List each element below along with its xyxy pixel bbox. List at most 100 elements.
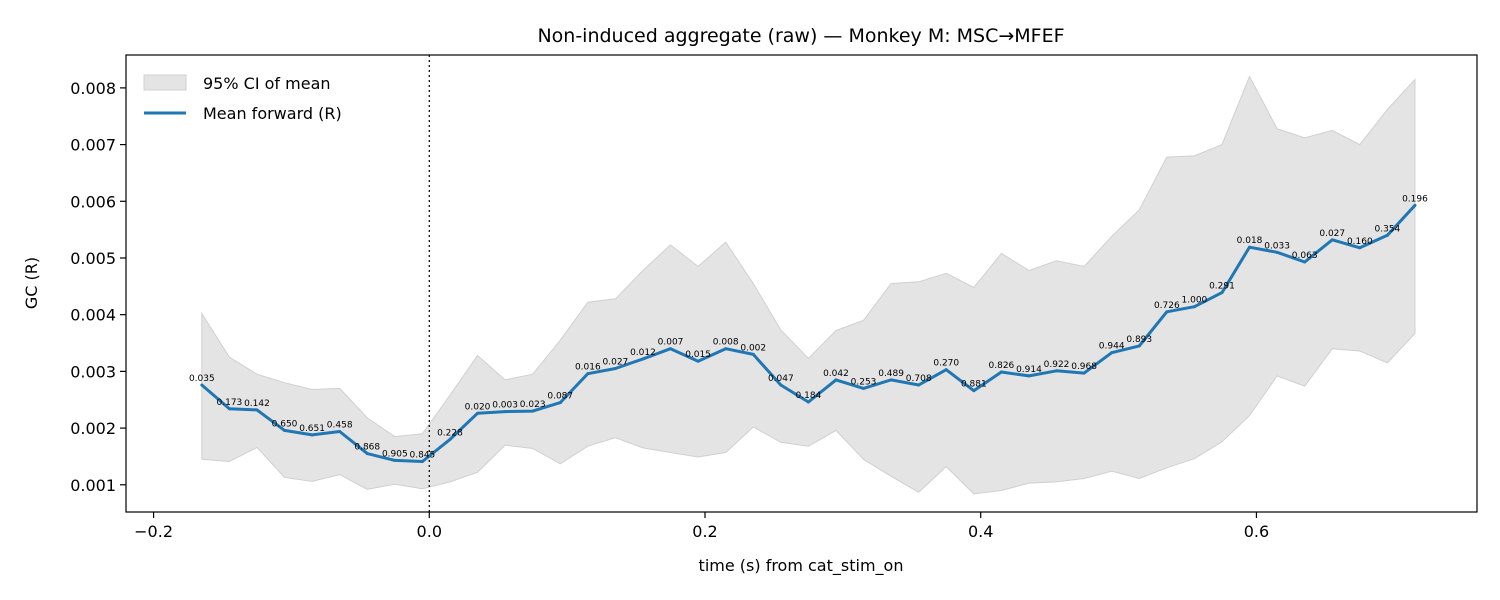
mean-point bbox=[1275, 250, 1279, 254]
axes: −0.2 0.0 0.2 0.4 0.6 0.001 0.002 0.003 0.004 0.00… bbox=[70, 54, 1478, 541]
p-value-label: 0.228 bbox=[437, 428, 463, 438]
p-value-label: 0.270 bbox=[933, 359, 959, 369]
legend: 95% CI of mean Mean forward (R) bbox=[143, 74, 342, 123]
mean-point bbox=[586, 372, 590, 376]
mean-point bbox=[889, 378, 893, 382]
p-value-label: 0.893 bbox=[1126, 335, 1152, 345]
p-value-label: 0.651 bbox=[299, 424, 325, 434]
mean-point bbox=[669, 347, 673, 351]
mean-point bbox=[944, 368, 948, 372]
p-value-label: 0.015 bbox=[685, 350, 711, 360]
p-value-label: 0.047 bbox=[768, 374, 794, 384]
x-axis-label: time (s) from cat_stim_on bbox=[699, 556, 904, 576]
x-tick-label: 0.6 bbox=[1244, 522, 1269, 541]
mean-point bbox=[1330, 238, 1334, 242]
mean-point bbox=[779, 383, 783, 387]
mean-point bbox=[862, 386, 866, 390]
p-value-label: 0.027 bbox=[603, 358, 629, 368]
p-value-label: 0.944 bbox=[1099, 342, 1125, 352]
mean-point bbox=[972, 389, 976, 393]
p-value-label: 0.142 bbox=[244, 399, 270, 409]
mean-point bbox=[834, 378, 838, 382]
mean-point bbox=[696, 359, 700, 363]
mean-point bbox=[1303, 260, 1307, 264]
p-value-label: 0.708 bbox=[906, 374, 932, 384]
mean-point bbox=[917, 383, 921, 387]
mean-point bbox=[227, 407, 231, 411]
mean-point bbox=[1165, 310, 1169, 314]
p-value-label: 0.007 bbox=[658, 338, 684, 348]
mean-point bbox=[393, 458, 397, 462]
p-value-label: 0.922 bbox=[1044, 360, 1070, 370]
y-axis-label: GC (R) bbox=[22, 257, 41, 309]
p-value-label: 0.968 bbox=[1071, 362, 1097, 372]
mean-point bbox=[1192, 305, 1196, 309]
chart-title: Non-induced aggregate (raw) — Monkey M: … bbox=[537, 25, 1064, 47]
p-value-label: 0.881 bbox=[961, 380, 987, 390]
p-value-label: 0.173 bbox=[217, 398, 243, 408]
p-value-label: 0.184 bbox=[796, 391, 822, 401]
p-value-label: 0.027 bbox=[1319, 229, 1345, 239]
x-tick-label: 0.4 bbox=[968, 522, 993, 541]
mean-point bbox=[476, 411, 480, 415]
p-value-label: 0.042 bbox=[823, 369, 849, 379]
p-value-label: 0.845 bbox=[410, 451, 436, 461]
p-value-label: 0.020 bbox=[465, 402, 491, 412]
mean-point bbox=[420, 460, 424, 464]
p-value-label: 0.063 bbox=[1292, 251, 1318, 261]
x-tick-label: −0.2 bbox=[134, 522, 173, 541]
p-value-label: 0.003 bbox=[492, 401, 518, 411]
y-tick-label: 0.004 bbox=[70, 306, 116, 325]
p-value-label: 0.035 bbox=[189, 374, 215, 384]
p-value-label: 0.023 bbox=[520, 400, 546, 410]
mean-point bbox=[200, 383, 204, 387]
mean-point bbox=[310, 433, 314, 437]
p-value-label: 0.458 bbox=[327, 420, 353, 430]
p-value-label: 0.291 bbox=[1209, 282, 1235, 292]
p-value-label: 0.196 bbox=[1402, 194, 1428, 204]
mean-point bbox=[1110, 351, 1114, 355]
p-value-label: 0.905 bbox=[382, 449, 408, 459]
p-value-label: 0.160 bbox=[1347, 237, 1373, 247]
p-value-label: 0.868 bbox=[354, 443, 380, 453]
mean-point bbox=[503, 410, 507, 414]
p-value-label: 0.253 bbox=[851, 377, 877, 387]
x-tick-label: 0.2 bbox=[692, 522, 717, 541]
y-tick-label: 0.006 bbox=[70, 192, 116, 211]
plot-frame bbox=[125, 54, 1478, 513]
mean-point bbox=[1220, 291, 1224, 295]
p-value-label: 1.000 bbox=[1182, 296, 1208, 306]
p-value-label: 0.354 bbox=[1375, 224, 1401, 234]
mean-point bbox=[613, 367, 617, 371]
p-value-label: 0.002 bbox=[740, 343, 766, 353]
legend-ci-swatch bbox=[143, 74, 187, 91]
p-value-label: 0.012 bbox=[630, 348, 656, 358]
mean-point bbox=[558, 401, 562, 405]
p-value-label: 0.033 bbox=[1264, 241, 1290, 251]
p-value-label: 0.016 bbox=[575, 363, 601, 373]
mean-point bbox=[1082, 371, 1086, 375]
p-value-label: 0.087 bbox=[547, 392, 573, 402]
mean-point bbox=[283, 428, 287, 432]
y-tick-label: 0.003 bbox=[70, 362, 116, 381]
legend-mean-label: Mean forward (R) bbox=[203, 104, 342, 123]
p-value-label: 0.914 bbox=[1016, 365, 1042, 375]
p-value-label: 0.826 bbox=[989, 361, 1015, 371]
mean-point bbox=[751, 352, 755, 356]
mean-point bbox=[1027, 374, 1031, 378]
mean-point bbox=[1055, 369, 1059, 373]
p-value-label: 0.650 bbox=[272, 419, 298, 429]
p-value-label: 0.726 bbox=[1154, 301, 1180, 311]
mean-point bbox=[1248, 245, 1252, 249]
p-value-label: 0.018 bbox=[1237, 236, 1263, 246]
y-tick-label: 0.001 bbox=[70, 476, 116, 495]
mean-point bbox=[255, 408, 259, 412]
legend-ci-label: 95% CI of mean bbox=[203, 74, 331, 93]
mean-point bbox=[448, 437, 452, 441]
p-value-label: 0.489 bbox=[878, 369, 904, 379]
y-tick-label: 0.007 bbox=[70, 136, 116, 155]
p-value-label: 0.008 bbox=[713, 338, 739, 348]
mean-point bbox=[1358, 246, 1362, 250]
